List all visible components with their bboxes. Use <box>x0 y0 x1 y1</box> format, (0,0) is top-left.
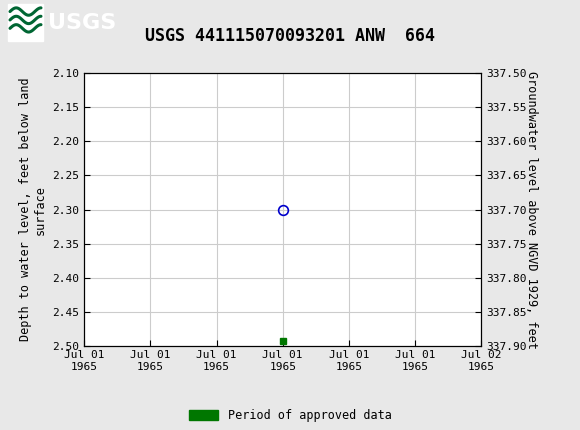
Text: USGS: USGS <box>48 12 116 33</box>
Y-axis label: Depth to water level, feet below land
surface: Depth to water level, feet below land su… <box>19 78 46 341</box>
Legend: Period of approved data: Period of approved data <box>188 409 392 422</box>
Y-axis label: Groundwater level above NGVD 1929, feet: Groundwater level above NGVD 1929, feet <box>525 71 538 349</box>
Text: USGS 441115070093201 ANW  664: USGS 441115070093201 ANW 664 <box>145 27 435 45</box>
Bar <box>8 4 43 41</box>
